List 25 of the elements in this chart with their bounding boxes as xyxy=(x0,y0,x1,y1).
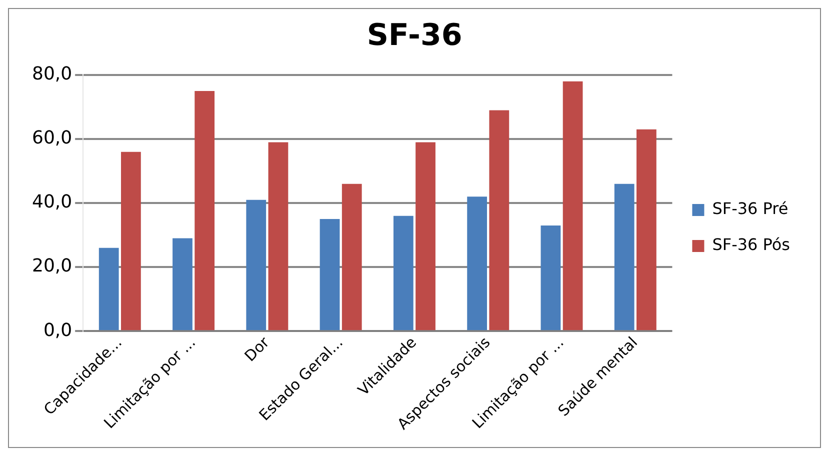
bar xyxy=(121,152,141,330)
bar xyxy=(342,184,362,330)
bar xyxy=(268,142,288,330)
bar xyxy=(194,91,215,330)
bar xyxy=(540,225,561,330)
bar xyxy=(172,238,192,330)
bar xyxy=(636,129,656,330)
y-tick-label: 80,0 xyxy=(32,64,72,85)
bar xyxy=(393,216,414,330)
y-tick-label: 20,0 xyxy=(32,256,72,277)
y-tick-label: 40,0 xyxy=(32,192,72,213)
legend-label: SF-36 Pós xyxy=(712,235,790,254)
bar xyxy=(562,81,583,330)
legend-label: SF-36 Pré xyxy=(712,199,788,218)
y-tick-label: 60,0 xyxy=(32,128,72,149)
bar xyxy=(467,196,488,330)
x-tick-label: Dor xyxy=(241,332,274,366)
bar xyxy=(614,184,634,330)
chart-title: SF-36 xyxy=(366,18,462,53)
y-tick-label: 0,0 xyxy=(43,320,72,341)
bar xyxy=(320,219,340,330)
bar xyxy=(246,200,266,330)
bar xyxy=(98,248,119,330)
bar xyxy=(489,110,510,330)
bar xyxy=(416,142,436,330)
